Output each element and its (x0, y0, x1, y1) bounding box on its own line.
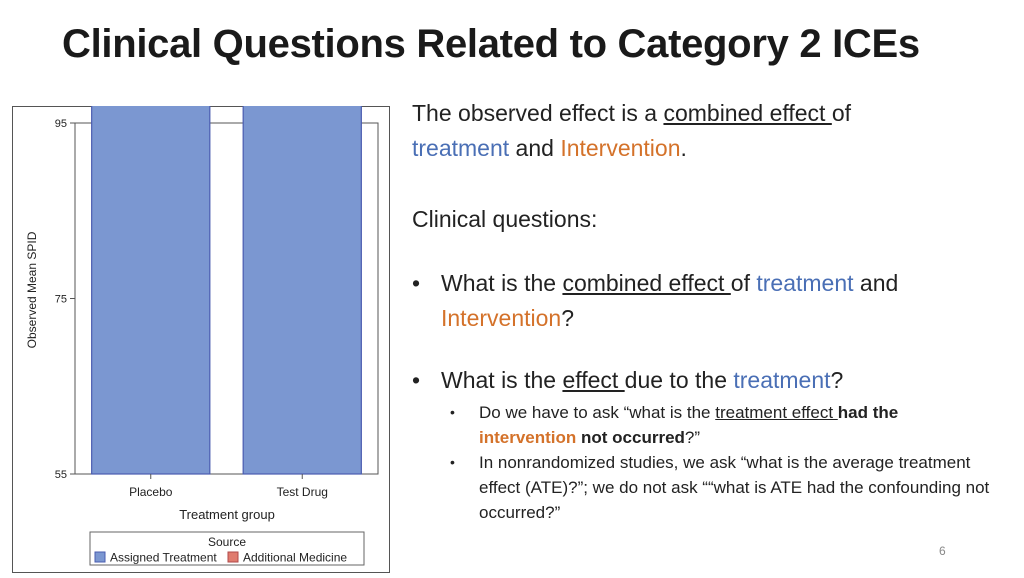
stacked-bar-chart: 55 75 95 Placebo Test Drug Observed Mean SPI… (12, 0, 390, 573)
legend-swatch (94, 551, 106, 563)
bullet2-text-2: due to the (624, 367, 734, 393)
intro-combined-effect: combined effect (663, 100, 832, 126)
sub1-treatment-effect: treatment effect (715, 403, 838, 422)
intro-treatment: treatment (412, 135, 510, 161)
bullet1-text-1: What is the (441, 270, 563, 296)
bullet-glyph: • (412, 270, 421, 296)
sub-bullet-had-intervention: • Do we have to ask “what is the treatme… (450, 400, 1002, 450)
bullet1-question-mark: ? (561, 305, 574, 331)
y-tick-label: 95 (55, 118, 67, 130)
intro-text-2: of (831, 100, 851, 126)
bullet2-question-mark: ? (830, 367, 844, 393)
sub-bullet-glyph: • (450, 454, 455, 470)
sub2-text: In nonrandomized studies, we ask “what i… (479, 453, 990, 522)
y-tick-label: 75 (55, 294, 67, 306)
bullet2-text-1: What is the (441, 367, 563, 393)
sub1-had-the: had the (837, 403, 899, 422)
intro-text-1: The observed effect is a (412, 100, 664, 126)
clinical-questions-heading: Clinical questions: (412, 206, 598, 232)
legend-label: Additional Medicine (243, 551, 347, 565)
x-tick-label: Placebo (129, 485, 173, 499)
sub-bullet-nonrandomized: • In nonrandomized studies, we ask “what… (450, 450, 1014, 525)
sub1-end: ?” (684, 428, 701, 447)
text-panel: The observed effect is a combined effect… (412, 96, 1002, 525)
bullet1-text-2: of (730, 270, 757, 296)
y-axis-label: Observed Mean SPID (25, 231, 39, 348)
intro-intervention: Intervention (560, 135, 681, 161)
bullet-combined-effect: • What is the combined effect of treatme… (412, 266, 1002, 336)
bar-assigned-treatment-0 (91, 0, 211, 475)
legend-box (89, 531, 365, 566)
x-tick-label: Test Drug (277, 485, 328, 499)
legend-label: Assigned Treatment (110, 551, 217, 565)
intro-period: . (680, 135, 687, 161)
x-axis-label: Treatment group (179, 507, 275, 522)
bullet1-treatment: treatment (756, 270, 854, 296)
sub1-not-occurred: not occurred (576, 428, 685, 447)
sub1-intervention: intervention (479, 428, 577, 447)
bullet-treatment-effect: • What is the effect due to the treatmen… (412, 363, 1002, 398)
sub1-text-1: Do we have to ask “what is the (479, 403, 716, 422)
bullet1-combined-effect: combined effect (562, 270, 731, 296)
legend-title: Source (208, 535, 246, 549)
bullet-glyph: • (412, 367, 421, 393)
bullet2-effect: effect (562, 367, 625, 393)
bullet1-intervention: Intervention (441, 305, 562, 331)
y-tick-label: 55 (55, 469, 67, 481)
sub-bullet-glyph: • (450, 404, 455, 420)
bar-assigned-treatment-1 (242, 0, 362, 475)
page-number: 6 (939, 544, 946, 558)
bullet2-treatment: treatment (733, 367, 831, 393)
chart-container: 55 75 95 Placebo Test Drug Observed Mean SPI… (12, 0, 390, 573)
intro-and: and (509, 135, 561, 161)
legend-swatch (227, 551, 239, 563)
slide-title: Clinical Questions Related to Category 2… (62, 22, 920, 66)
bullet1-and: and (853, 270, 899, 296)
intro-paragraph: The observed effect is a combined effect… (412, 96, 1002, 166)
